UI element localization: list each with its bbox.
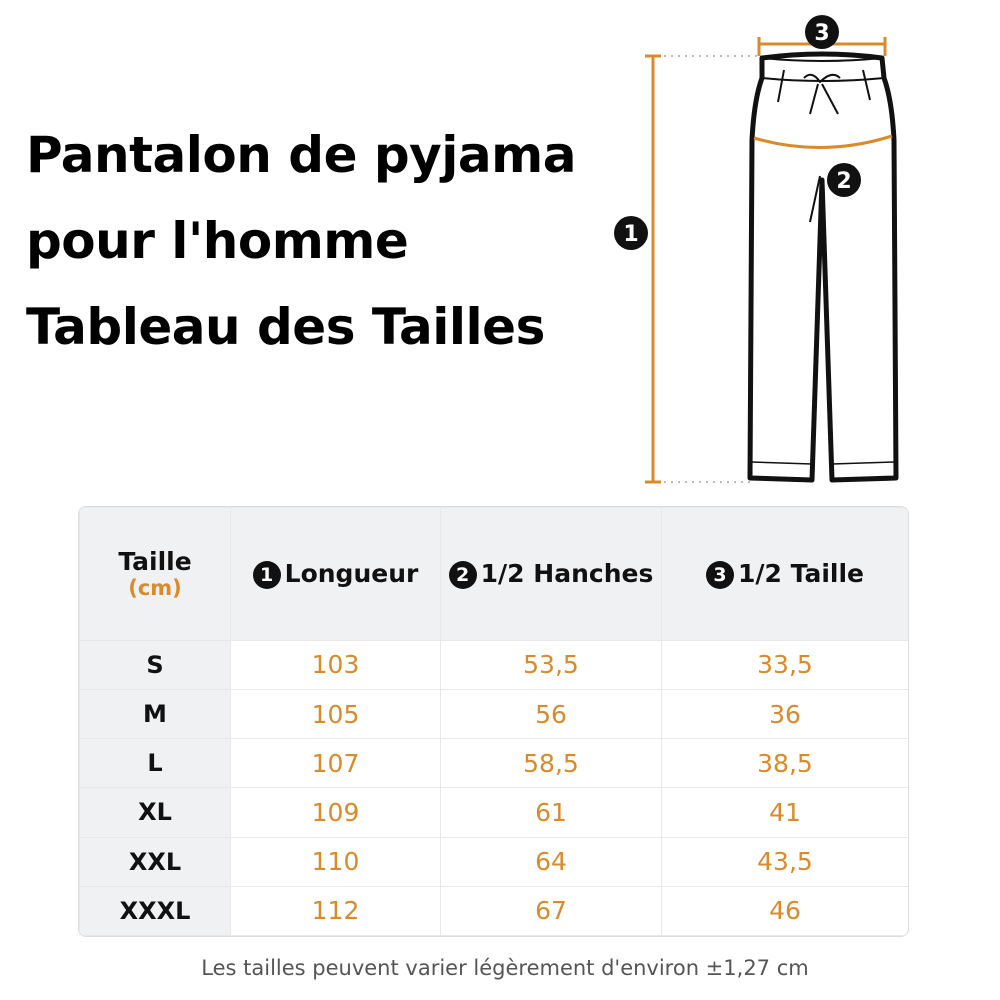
table-row: XXL 110 64 43,5	[79, 836, 908, 887]
hips-cell: 64	[440, 836, 662, 887]
table-row: M 105 56 36	[79, 688, 908, 740]
hips-cell: 67	[440, 885, 662, 936]
header-label: 1/2 Taille	[738, 558, 864, 588]
marker-1-icon: 1	[614, 216, 648, 250]
title-line: Pantalon de pyjama	[26, 126, 576, 184]
waist-cell: 43,5	[661, 836, 908, 887]
size-cell: XXL	[79, 836, 231, 887]
size-cell: XL	[79, 787, 231, 838]
waist-cell: 33,5	[661, 639, 908, 691]
length-cell: 107	[230, 738, 441, 789]
length-cell: 109	[230, 787, 441, 838]
svg-text:2: 2	[836, 169, 851, 194]
hips-cell: 58,5	[440, 738, 662, 789]
hip-measure-line	[753, 134, 893, 149]
size-note: Les tailles peuvent varier légèrement d'…	[201, 956, 809, 980]
length-measure-line	[645, 54, 758, 484]
size-cell: XXXL	[79, 885, 231, 936]
header-size: Taille (cm)	[79, 507, 231, 641]
length-cell: 105	[230, 688, 441, 740]
header-label: Longueur	[284, 558, 419, 588]
pants-icon	[747, 51, 899, 483]
title-line: Tableau des Tailles	[26, 298, 545, 356]
size-cell: L	[79, 738, 231, 789]
marker-3-icon: 3	[706, 560, 734, 589]
pants-diagram: 1 2 3	[614, 15, 899, 484]
size-cell: M	[79, 688, 231, 740]
waist-cell: 36	[661, 688, 908, 740]
header-length: 1 Longueur	[230, 507, 441, 641]
table-row: XXXL 112 67 46	[79, 885, 908, 936]
header-label: 1/2 Hanches	[480, 558, 654, 588]
header-unit: (cm)	[128, 576, 182, 601]
page-title: Pantalon de pyjama pour l'homme Tableau …	[26, 112, 576, 370]
length-cell: 103	[230, 639, 441, 691]
size-cell: S	[79, 639, 231, 691]
length-cell: 112	[230, 885, 441, 936]
header-size-label: Taille	[118, 547, 192, 577]
marker-3-icon: 3	[805, 15, 839, 49]
waist-cell: 38,5	[661, 738, 908, 789]
marker-2-icon: 2	[448, 560, 477, 589]
svg-text:3: 3	[814, 21, 829, 46]
hips-cell: 53,5	[440, 639, 662, 691]
header-waist: 3 1/2 Taille	[661, 507, 908, 641]
table-row: S 103 53,5 33,5	[79, 639, 908, 691]
waist-cell: 41	[661, 787, 908, 838]
header-hips: 2 1/2 Hanches	[440, 507, 662, 641]
hips-cell: 56	[440, 688, 662, 740]
table-row: L 107 58,5 38,5	[79, 738, 908, 789]
table-row: XL 109 61 41	[79, 787, 908, 838]
table-header-row: Taille (cm) 1 Longueur 2 1/2 Hanches 3 1/2 …	[79, 507, 908, 641]
length-cell: 110	[230, 836, 441, 887]
hips-cell: 61	[440, 787, 662, 838]
marker-1-icon: 1	[252, 560, 281, 589]
svg-text:1: 1	[623, 222, 638, 247]
marker-2-icon: 2	[827, 163, 861, 197]
waist-cell: 46	[661, 885, 908, 936]
title-line: pour l'homme	[26, 212, 409, 270]
size-table: Taille (cm) 1 Longueur 2 1/2 Hanches 3 1/2 …	[78, 506, 909, 937]
